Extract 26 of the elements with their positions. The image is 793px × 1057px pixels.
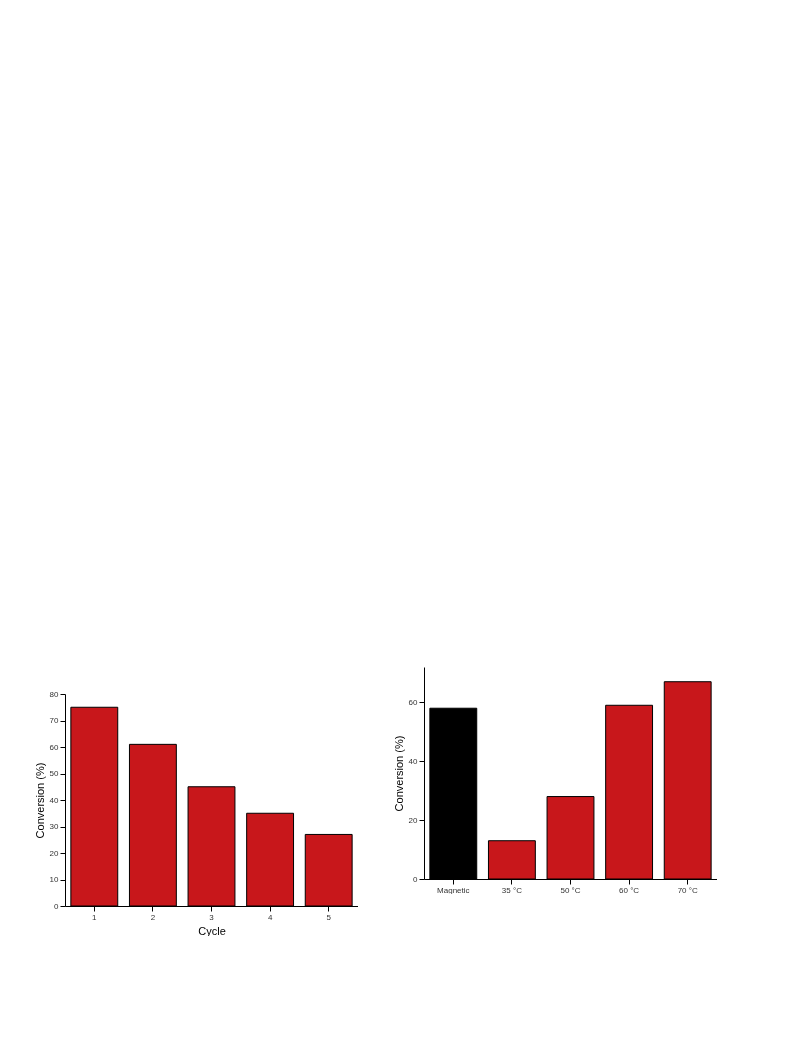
y-tick-label: 20 xyxy=(49,848,60,858)
y-tick-label: 60 xyxy=(408,697,419,707)
y-tick-label: 10 xyxy=(49,875,60,884)
y-tick-label: 30 xyxy=(49,822,60,831)
y-axis-title: Conversion (%) xyxy=(392,735,405,812)
y-tick-label: 0 xyxy=(413,874,419,884)
y-tick-label: 70 xyxy=(49,716,60,725)
x-tick-label: 35 °C xyxy=(501,885,523,895)
x-tick-label: Magnetic xyxy=(437,885,470,895)
x-tick-label: 60 °C xyxy=(619,885,640,895)
y-tick-label: 40 xyxy=(408,756,419,766)
y-tick-label: 0 xyxy=(54,901,60,911)
y-tick-label: 20 xyxy=(408,815,419,825)
x-tick-label: 2 xyxy=(150,912,156,922)
x-tick-label: 50 °C xyxy=(560,885,581,895)
x-axis-title: Cycle xyxy=(198,924,226,937)
x-tick-label: 70 °C xyxy=(677,885,698,895)
y-tick-label: 50 xyxy=(49,769,60,778)
x-tick-label: 4 xyxy=(267,912,273,922)
x-tick-label: 1 xyxy=(92,912,98,922)
y-tick-label: 60 xyxy=(49,742,60,752)
y-tick-label: 80 xyxy=(49,689,60,699)
y-tick-label: 40 xyxy=(49,795,60,805)
y-axis-title: Conversion (%) xyxy=(33,762,46,839)
x-tick-label: 3 xyxy=(209,912,215,922)
x-tick-label: 5 xyxy=(326,912,332,922)
